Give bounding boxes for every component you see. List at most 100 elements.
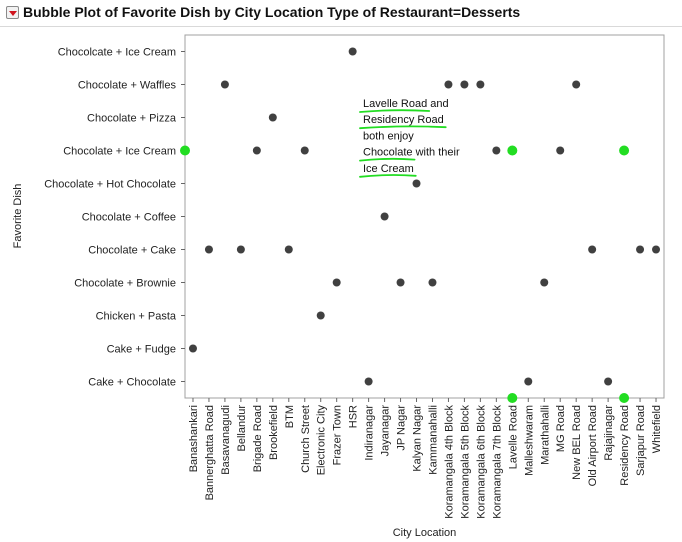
annotation-line: Residency Road <box>363 114 444 126</box>
data-point <box>588 245 597 254</box>
x-tick-label: JP Nagar <box>396 405 408 451</box>
data-point <box>380 212 389 221</box>
y-tick-label: Chocolcate + Ice Cream <box>58 47 176 59</box>
annotation-underline <box>359 174 417 178</box>
x-tick-label: Kammanahalli <box>427 405 439 475</box>
x-tick-label: Marathahalli <box>539 405 551 465</box>
data-point <box>540 278 549 287</box>
data-point <box>460 80 469 89</box>
data-point <box>524 377 533 386</box>
annotation-segment: Residency Road <box>363 114 444 126</box>
x-tick-label: Koramangala 4th Block <box>443 405 455 519</box>
data-points <box>188 47 661 386</box>
axis-highlight-marker <box>507 393 518 403</box>
data-point <box>412 179 421 188</box>
y-tick-label: Chocolate + Waffles <box>78 80 177 92</box>
x-tick-label: Koramangala 7th Block <box>491 405 503 519</box>
y-axis-title: Favorite Dish <box>12 184 24 249</box>
annotation-segment: and <box>427 98 448 110</box>
x-tick-label: Kalyan Nagar <box>412 405 424 472</box>
data-point <box>396 278 405 287</box>
x-tick-label: MG Road <box>555 405 567 452</box>
data-point <box>220 80 229 89</box>
x-tick-label: Frazer Town <box>332 405 344 465</box>
y-tick-label: Chocolate + Coffee <box>82 212 176 224</box>
y-tick-label: Cake + Chocolate <box>88 377 176 389</box>
x-tick-label: Electronic City <box>316 405 328 476</box>
x-tick-label: Sarjapur Road <box>635 405 647 476</box>
annotation-underline <box>359 125 447 130</box>
x-tick-label: Brookefield <box>268 405 280 460</box>
data-point <box>316 311 325 320</box>
chart-title: Bubble Plot of Favorite Dish by City Loc… <box>23 4 521 20</box>
x-tick-label: Basavanagudi <box>220 405 232 475</box>
annotation-segment: both enjoy <box>363 130 414 142</box>
x-tick-label: Whitefield <box>651 405 663 453</box>
highlighted-data-point <box>507 145 518 156</box>
red-triangle-menu-icon[interactable] <box>6 6 19 19</box>
x-tick-label: Jayanagar <box>380 405 392 457</box>
y-tick-label: Chocolate + Cake <box>88 245 176 257</box>
y-tick-label: Chocolate + Pizza <box>87 113 177 125</box>
annotation-segment: Lavelle Road <box>363 98 427 110</box>
highlighted-data-point <box>619 145 630 156</box>
annotation-line: both enjoy <box>363 130 414 142</box>
data-point <box>444 80 453 89</box>
data-point <box>236 245 245 254</box>
annotation-underline <box>359 109 431 113</box>
x-tick-label: Church Street <box>300 405 312 473</box>
y-tick-label: Cake + Fudge <box>107 344 176 356</box>
data-point <box>332 278 341 287</box>
annotation-line: Lavelle Road and <box>363 98 449 110</box>
annotation-segment: Ice Cream <box>363 163 414 175</box>
x-axis-title: City Location <box>393 527 457 539</box>
x-tick-label: Rajajinagar <box>603 405 615 461</box>
x-tick-label: Banashankari <box>188 405 200 472</box>
y-tick-label: Chocolate + Hot Chocolate <box>44 179 176 191</box>
x-tick-label: Old Airport Road <box>587 405 599 486</box>
annotation-note: Lavelle Road and Residency Road both enjoy… <box>359 98 460 178</box>
y-tick-label: Chocolate + Brownie <box>74 278 176 290</box>
data-point <box>252 146 261 155</box>
x-tick-label: Lavelle Road <box>507 405 519 469</box>
x-tick-label: Koramangala 5th Block <box>459 405 471 519</box>
axis-highlight-marker <box>619 393 630 403</box>
data-point <box>636 245 645 254</box>
report-title-bar: Bubble Plot of Favorite Dish by City Loc… <box>0 0 682 27</box>
data-point <box>604 377 613 386</box>
x-tick-label: Residency Road <box>619 405 631 486</box>
x-tick-label: Brigade Road <box>252 405 264 472</box>
plot-frame <box>184 34 665 399</box>
x-tick-labels: Banashankari Bannerghatta Road Basavanagud… <box>188 398 663 519</box>
x-tick-label: Malleshwaram <box>523 405 535 476</box>
data-point <box>284 245 293 254</box>
data-point <box>300 146 309 155</box>
data-point <box>492 146 501 155</box>
disclosure-triangle-icon <box>9 11 17 16</box>
data-point <box>476 80 485 89</box>
annotation-line: Chocolate with their <box>363 147 460 159</box>
data-point <box>364 377 373 386</box>
y-tick-label: Chocolate + Ice Cream <box>63 146 176 158</box>
data-point <box>652 245 661 254</box>
x-tick-label: HSR <box>348 405 360 428</box>
bubble-plot: Favorite Dish City Location Cake + Choco… <box>12 34 665 539</box>
x-tick-label: New BEL Road <box>571 405 583 480</box>
highlight-markers <box>180 145 630 403</box>
x-tick-label: BTM <box>284 405 296 428</box>
data-point <box>572 80 581 89</box>
data-point <box>348 47 357 56</box>
x-tick-label: Koramangala 6th Block <box>475 405 487 519</box>
annotation-line: Ice Cream <box>363 163 414 175</box>
data-point <box>556 146 565 155</box>
data-point <box>188 344 197 353</box>
annotation-segment: Chocolate <box>363 147 413 159</box>
axis-highlight-marker <box>180 145 190 156</box>
y-tick-label: Chicken + Pasta <box>96 311 177 323</box>
data-point <box>268 113 277 122</box>
annotation-segment: with their <box>413 147 460 159</box>
x-tick-label: Bannerghatta Road <box>204 405 216 500</box>
annotation-underline <box>359 157 416 162</box>
x-tick-label: Indiranagar <box>364 405 376 461</box>
data-point <box>428 278 437 287</box>
